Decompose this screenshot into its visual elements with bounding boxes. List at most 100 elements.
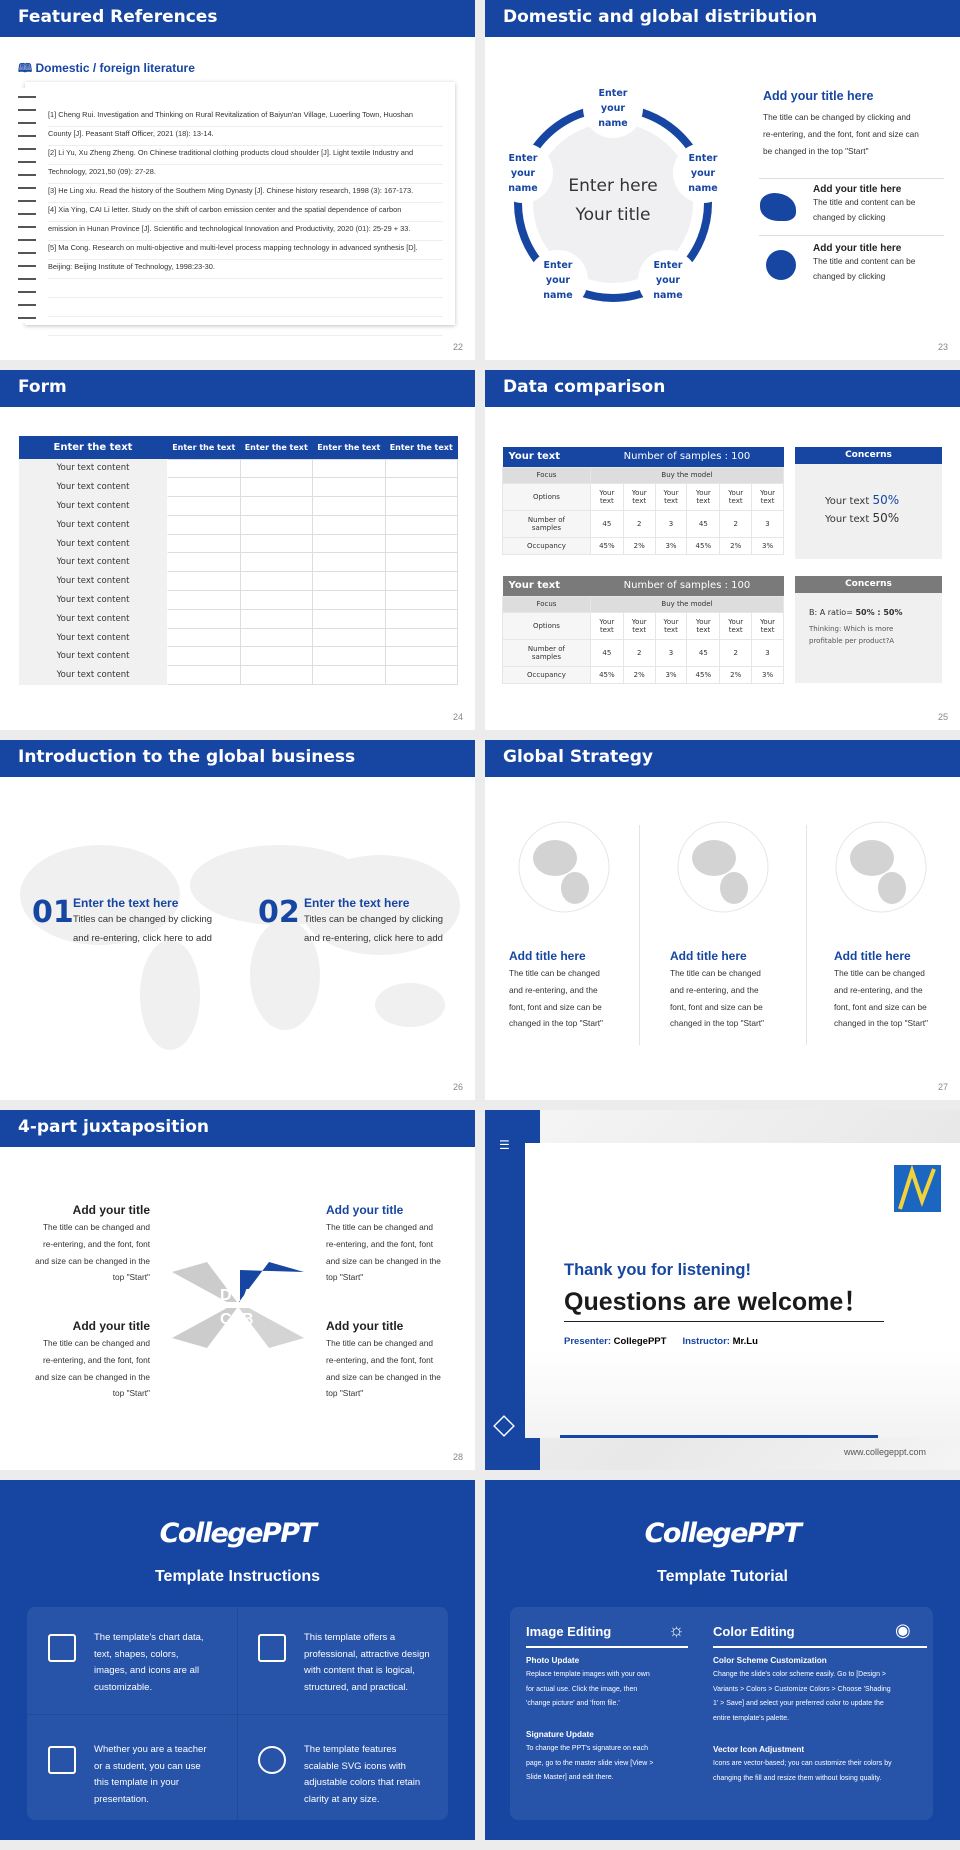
table-cell[interactable]: [167, 646, 241, 667]
line: Whether you are a teacher: [94, 1744, 207, 1755]
option-cell: Your text: [719, 611, 753, 640]
concerns-header: Concerns: [795, 447, 942, 464]
line: Number of: [527, 644, 565, 653]
instruction-text: Whether you are a teacher or a student, y…: [94, 1742, 206, 1808]
occupancy-cell: 3%: [654, 665, 688, 684]
table-cell[interactable]: [239, 477, 313, 498]
table-cell[interactable]: [239, 590, 313, 610]
slide-27[interactable]: Global Strategy Add title here The title …: [485, 740, 960, 1100]
line: font, font and size can be: [670, 1001, 763, 1012]
line: The template features: [304, 1744, 397, 1755]
info-item: Add your title here The title and content…: [813, 184, 915, 225]
item-title: Add title here: [670, 949, 747, 963]
slide-template-instructions[interactable]: CollegePPT Template Instructions The tem…: [0, 1480, 475, 1840]
table-cell[interactable]: [167, 608, 241, 629]
line: text: [696, 496, 711, 505]
label: Your text: [825, 496, 873, 507]
slide-24[interactable]: Form Enter the text Enter the text Enter t…: [0, 370, 475, 730]
section-body: To change the PPT's signature on each pag…: [526, 1742, 653, 1786]
strategy-item: Add title here The title can be changed an…: [834, 949, 928, 1032]
slide-26[interactable]: Introduction to the global business 01 E…: [0, 740, 475, 1100]
table-title: Your text: [508, 451, 561, 463]
table-cell[interactable]: [312, 646, 386, 667]
table-cell[interactable]: [167, 477, 241, 498]
table-cell[interactable]: [312, 665, 386, 686]
column-header: Enter the text: [240, 436, 313, 459]
section-title: Signature Update: [526, 1730, 594, 1739]
table-cell[interactable]: [384, 496, 458, 516]
slide-25[interactable]: Data comparison Your text Number of sampl…: [485, 370, 960, 730]
table-cell[interactable]: [312, 496, 386, 516]
table-cell[interactable]: [167, 533, 241, 554]
spiral-binding-icon: [18, 88, 36, 323]
table-cell[interactable]: [167, 627, 241, 648]
menu-icon[interactable]: ☰: [499, 1138, 510, 1152]
table-row: Your text content: [18, 608, 458, 629]
table-cell[interactable]: [167, 571, 241, 592]
table-cell[interactable]: [239, 608, 313, 629]
item-title: Enter the text here: [73, 896, 179, 910]
table-cell[interactable]: [239, 533, 313, 554]
table-cell[interactable]: [239, 458, 313, 479]
table-cell[interactable]: [384, 533, 458, 554]
table-cell[interactable]: [239, 552, 313, 573]
occupancy-cell: 45%: [686, 536, 721, 555]
table-cell[interactable]: [384, 514, 458, 535]
table-cell[interactable]: [167, 552, 241, 573]
table-cell[interactable]: [312, 571, 386, 592]
table-cell[interactable]: [239, 496, 313, 516]
table-cell[interactable]: [312, 627, 386, 648]
slide-22[interactable]: Featured References 🕮 Domestic / foreign…: [0, 0, 475, 360]
ruled-line: [48, 335, 443, 336]
table-cell[interactable]: [167, 590, 241, 610]
slide-title: Domestic and global distribution: [485, 0, 960, 37]
table-cell[interactable]: [239, 646, 313, 667]
focus-value: Buy the model: [589, 466, 785, 484]
table-cell[interactable]: [384, 627, 458, 648]
table-cell[interactable]: [384, 646, 458, 667]
table-cell[interactable]: [312, 552, 386, 573]
label: Instructor:: [682, 1336, 733, 1347]
slide-29[interactable]: ☰ Thank you for listening! Questions are…: [485, 1110, 960, 1470]
table-cell[interactable]: [312, 514, 386, 535]
table-cell[interactable]: [384, 590, 458, 610]
table-cell[interactable]: [384, 552, 458, 573]
slide-template-tutorial[interactable]: CollegePPT Template Tutorial Image Editi…: [485, 1480, 960, 1840]
line: be changed in the top "Start": [763, 145, 869, 156]
table-cell[interactable]: [167, 458, 241, 479]
column-heading: Color Editing: [713, 1624, 795, 1639]
table-cell[interactable]: [239, 665, 313, 686]
page-number: 25: [937, 712, 948, 722]
slide-23[interactable]: Domestic and global distribution Enter h…: [485, 0, 960, 360]
world-map-icon: [20, 845, 460, 1050]
row-label: Your text content: [18, 496, 168, 516]
line: and size can be changed in the: [326, 1371, 441, 1382]
table-cell[interactable]: [312, 533, 386, 554]
line: changed in the top "Start": [509, 1018, 603, 1029]
line: and size can be changed in the: [326, 1255, 441, 1266]
table-cell[interactable]: [167, 665, 241, 686]
table-cell[interactable]: [384, 458, 458, 479]
item-body: Titles can be changed by clicking and re-…: [73, 910, 212, 948]
samples-count: Number of samples : 100: [623, 451, 751, 463]
table-cell[interactable]: [312, 608, 386, 629]
table-cell[interactable]: [312, 590, 386, 610]
table-cell[interactable]: [384, 608, 458, 629]
item-body: The title can be changed and re-entering,…: [509, 965, 603, 1032]
table-cell[interactable]: [384, 571, 458, 592]
tutorial-section: Signature Update To change the PPT's sign…: [526, 1730, 653, 1786]
table-cell[interactable]: [384, 665, 458, 686]
table-cell[interactable]: [384, 477, 458, 498]
table-cell[interactable]: [239, 571, 313, 592]
table-cell[interactable]: [312, 477, 386, 498]
table-cell[interactable]: [312, 458, 386, 479]
table-cell[interactable]: [167, 514, 241, 535]
table-cell[interactable]: [239, 514, 313, 535]
table-cell[interactable]: [239, 627, 313, 648]
slide-28[interactable]: 4-part juxtaposition Add your title The t…: [0, 1110, 475, 1470]
count-cell: 2: [719, 638, 753, 667]
x-diagram: D A C B: [172, 1262, 304, 1348]
table-cell[interactable]: [167, 496, 241, 516]
website-link[interactable]: www.collegeppt.com: [843, 1447, 926, 1457]
info-body: The title can be changed by clicking and…: [763, 109, 919, 159]
